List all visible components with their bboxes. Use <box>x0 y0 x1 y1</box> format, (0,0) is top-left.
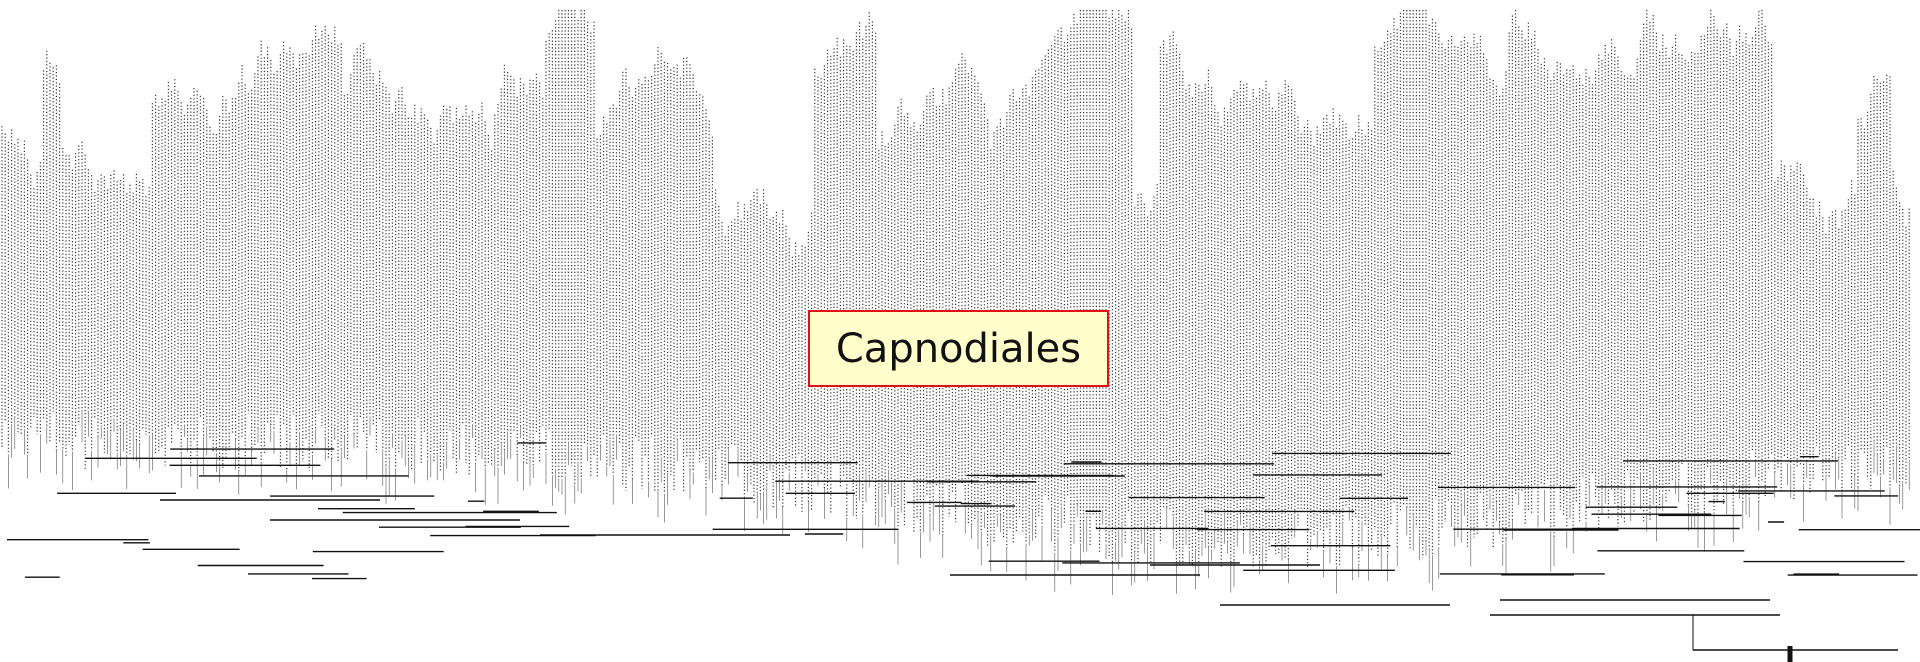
tree-figure: Capnodiales <box>0 0 1920 662</box>
tree-branches <box>7 443 1920 615</box>
clade-label: Capnodiales <box>808 310 1109 387</box>
tree-tips <box>2 10 1909 569</box>
page: {"label": "Capnodiales"} Capnodiales (()… <box>0 0 1920 662</box>
